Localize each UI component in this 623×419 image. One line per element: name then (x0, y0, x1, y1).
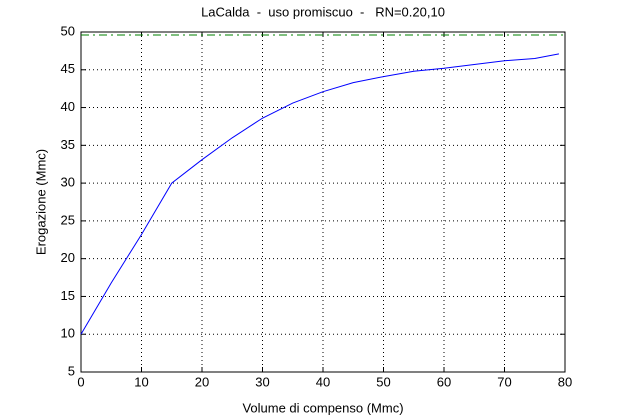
x-tick-label: 70 (497, 374, 511, 389)
y-tick-label: 35 (61, 137, 75, 152)
x-tick-label: 50 (376, 374, 390, 389)
x-tick-label: 0 (77, 374, 84, 389)
data-line (80, 53, 560, 335)
y-axis-label: Erogazione (Mmc) (33, 149, 48, 255)
chart-title: LaCalda - uso promiscuo - RN=0.20,10 (201, 4, 445, 19)
x-tick-label: 80 (558, 374, 572, 389)
y-tick-label: 45 (61, 61, 75, 76)
y-tick-label: 50 (61, 23, 75, 38)
plot-frame (80, 31, 566, 373)
y-tick-label: 10 (61, 326, 75, 341)
x-axis-label: Volume di compenso (Mmc) (242, 400, 403, 415)
x-tick-label: 40 (316, 374, 330, 389)
x-tick-label: 30 (255, 374, 269, 389)
y-tick-label: 40 (61, 99, 75, 114)
x-tick-label: 60 (437, 374, 451, 389)
x-tick-label: 10 (134, 374, 148, 389)
y-tick-label: 25 (61, 212, 75, 227)
y-tick-label: 5 (68, 363, 75, 378)
y-tick-label: 30 (61, 175, 75, 190)
y-tick-label: 20 (61, 250, 75, 265)
x-tick-label: 20 (195, 374, 209, 389)
y-tick-label: 15 (61, 288, 75, 303)
